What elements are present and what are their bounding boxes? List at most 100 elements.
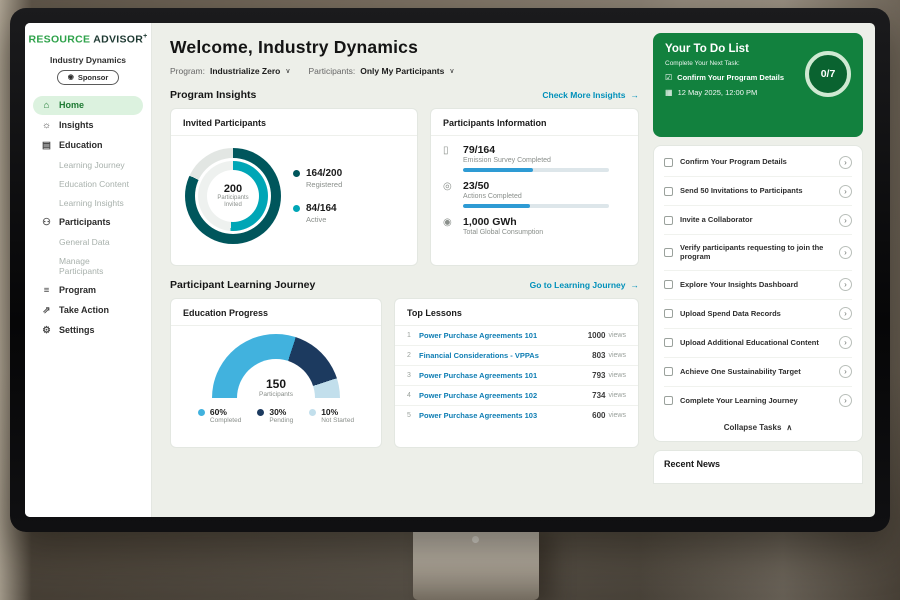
sidebar-item-program[interactable]: ≡ Program bbox=[33, 281, 143, 300]
sidebar-item-general-data[interactable]: General Data bbox=[33, 233, 143, 251]
todo-task-list: Confirm Your Program Details › Send 50 I… bbox=[653, 145, 863, 442]
sidebar-item-label: Education Content bbox=[59, 178, 129, 189]
task-row[interactable]: Explore Your Insights Dashboard › bbox=[664, 271, 852, 300]
chevron-down-icon: ∨ bbox=[449, 68, 455, 75]
arrow-right-icon: → bbox=[630, 280, 640, 290]
lesson-link[interactable]: Power Purchase Agreements 102 bbox=[419, 391, 538, 400]
task-row[interactable]: Send 50 Invitations to Participants › bbox=[664, 177, 852, 206]
task-checkbox[interactable] bbox=[664, 367, 673, 376]
donut-center-label: Participants Invited bbox=[217, 194, 249, 208]
gauge-center-label: Participants bbox=[259, 391, 293, 398]
sidebar-item-home[interactable]: ⌂ Home bbox=[33, 95, 143, 115]
task-row[interactable]: Upload Spend Data Records › bbox=[664, 300, 852, 329]
chevron-right-icon[interactable]: › bbox=[839, 213, 852, 227]
task-row[interactable]: Verify participants requesting to join t… bbox=[664, 235, 852, 271]
lesson-row[interactable]: 2 Financial Considerations - VPPAs 803 v… bbox=[395, 346, 638, 366]
completed-dot bbox=[197, 409, 205, 416]
sidebar-item-education-content[interactable]: Education Content bbox=[33, 175, 143, 193]
education-gauge-chart: 150 Participants bbox=[212, 334, 340, 398]
sponsor-badge-label: Sponsor bbox=[77, 72, 109, 82]
monitor-frame: RESOURCE ADVISOR+ Industry Dynamics ◉ Sp… bbox=[10, 8, 890, 532]
donut-center-value: 200 bbox=[223, 182, 243, 195]
recent-news-card: Recent News bbox=[653, 449, 863, 484]
chevron-right-icon[interactable]: › bbox=[839, 307, 852, 320]
chevron-up-icon: ∧ bbox=[786, 422, 793, 432]
sidebar-item-learning-journey[interactable]: Learning Journey bbox=[33, 156, 143, 174]
filter-bar: Program: Industrialize Zero ∨ Participan… bbox=[170, 66, 639, 76]
task-checkbox[interactable] bbox=[664, 396, 673, 405]
lesson-row[interactable]: 4 Power Purchase Agreements 102 734 view… bbox=[395, 386, 638, 406]
gauge-center-value: 150 bbox=[265, 377, 287, 391]
task-checkbox[interactable] bbox=[664, 280, 673, 289]
sidebar-nav: ⌂ Home ☼ Insights ▤ Education Learning J… bbox=[25, 93, 151, 343]
sidebar-item-education[interactable]: ▤ Education bbox=[33, 136, 143, 155]
chevron-down-icon: ∨ bbox=[285, 68, 291, 75]
lesson-link[interactable]: Power Purchase Agreements 103 bbox=[419, 411, 538, 420]
actions-progress-bar bbox=[463, 204, 609, 208]
check-more-insights-link[interactable]: Check More Insights → bbox=[542, 90, 639, 100]
lesson-link[interactable]: Power Purchase Agreements 101 bbox=[419, 331, 538, 340]
lesson-row[interactable]: 5 Power Purchase Agreements 103 600 view… bbox=[407, 411, 626, 420]
survey-icon: ▯ bbox=[443, 145, 449, 156]
task-checkbox[interactable] bbox=[664, 338, 673, 347]
todo-subtitle: Complete Your Next Task: bbox=[665, 60, 740, 67]
not-started-dot bbox=[309, 409, 317, 416]
chevron-right-icon[interactable]: › bbox=[839, 155, 852, 169]
todo-progress-ring: 0/7 bbox=[805, 51, 851, 97]
sidebar-item-label: Manage Participants bbox=[59, 255, 104, 276]
task-row[interactable]: Invite a Collaborator › bbox=[664, 206, 852, 235]
sponsor-badge[interactable]: ◉ Sponsor bbox=[56, 69, 120, 85]
task-row[interactable]: Complete Your Learning Journey › bbox=[664, 387, 852, 415]
lesson-row[interactable]: 1 Power Purchase Agreements 101 1000 vie… bbox=[395, 326, 638, 346]
sidebar-item-label: Participants bbox=[59, 217, 111, 227]
sidebar-item-take-action[interactable]: ⇗ Take Action bbox=[33, 301, 143, 320]
sidebar-item-participants[interactable]: ⚇ Participants bbox=[33, 213, 143, 232]
task-row[interactable]: Upload Additional Educational Content › bbox=[664, 329, 852, 358]
chevron-right-icon[interactable]: › bbox=[839, 336, 852, 349]
chevron-right-icon[interactable]: › bbox=[839, 245, 852, 259]
lesson-link[interactable]: Power Purchase Agreements 101 bbox=[419, 371, 538, 380]
sidebar: RESOURCE ADVISOR+ Industry Dynamics ◉ Sp… bbox=[25, 23, 152, 517]
sidebar-item-insights[interactable]: ☼ Insights bbox=[33, 116, 143, 135]
task-checkbox[interactable] bbox=[664, 309, 673, 318]
lesson-link[interactable]: Financial Considerations - VPPAs bbox=[419, 351, 539, 360]
task-checkbox[interactable] bbox=[664, 215, 673, 225]
sidebar-item-label: Education bbox=[59, 140, 103, 150]
task-checkbox[interactable] bbox=[664, 247, 673, 257]
todo-progress-value: 0/7 bbox=[820, 68, 836, 80]
stat-emission-survey: ▯ 79/164 Emission Survey Completed bbox=[431, 136, 638, 172]
insights-icon: ☼ bbox=[42, 119, 51, 131]
take-action-icon: ⇗ bbox=[42, 304, 51, 316]
app-logo: RESOURCE ADVISOR+ bbox=[25, 33, 151, 46]
dashboard-screen: RESOURCE ADVISOR+ Industry Dynamics ◉ Sp… bbox=[25, 23, 875, 517]
sidebar-item-learning-insights[interactable]: Learning Insights bbox=[33, 194, 143, 212]
sidebar-item-label: Learning Insights bbox=[59, 197, 124, 208]
chevron-right-icon[interactable]: › bbox=[839, 394, 852, 407]
sidebar-item-label: Insights bbox=[59, 120, 94, 130]
sidebar-item-settings[interactable]: ⚙ Settings bbox=[33, 321, 143, 340]
pending-dot bbox=[257, 409, 265, 416]
task-row[interactable]: Achieve One Sustainability Target › bbox=[664, 358, 852, 387]
top-lessons-card: Top Lessons 1 Power Purchase Agreements … bbox=[394, 298, 639, 448]
chevron-right-icon[interactable]: › bbox=[839, 184, 852, 198]
chevron-right-icon[interactable]: › bbox=[839, 278, 852, 291]
collapse-tasks-link[interactable]: Collapse Tasks ∧ bbox=[723, 422, 793, 432]
participants-icon: ⚇ bbox=[42, 216, 51, 228]
sidebar-item-label: Home bbox=[59, 100, 85, 110]
logo-advisor: ADVISOR bbox=[93, 33, 144, 46]
task-checkbox[interactable] bbox=[664, 186, 673, 196]
participants-select[interactable]: Participants: Only My Participants ∨ bbox=[308, 66, 454, 76]
sidebar-item-label: Settings bbox=[59, 325, 95, 335]
chevron-right-icon[interactable]: › bbox=[839, 365, 852, 378]
lesson-row[interactable]: 3 Power Purchase Agreements 101 793 view… bbox=[395, 366, 638, 386]
next-task-row[interactable]: ☑ Confirm Your Program Details bbox=[665, 73, 784, 82]
program-icon: ≡ bbox=[43, 284, 50, 296]
go-to-learning-journey-link[interactable]: Go to Learning Journey → bbox=[529, 280, 640, 290]
registered-dot bbox=[293, 170, 300, 177]
program-select[interactable]: Program: Industrialize Zero ∨ bbox=[170, 66, 290, 76]
participants-select-value: Only My Participants bbox=[360, 66, 445, 76]
task-checkbox[interactable] bbox=[664, 157, 673, 167]
education-progress-card: Education Progress 150 Participants bbox=[170, 298, 382, 448]
sidebar-item-manage-participants[interactable]: Manage Participants bbox=[33, 252, 143, 280]
task-row[interactable]: Confirm Your Program Details › bbox=[664, 148, 852, 177]
